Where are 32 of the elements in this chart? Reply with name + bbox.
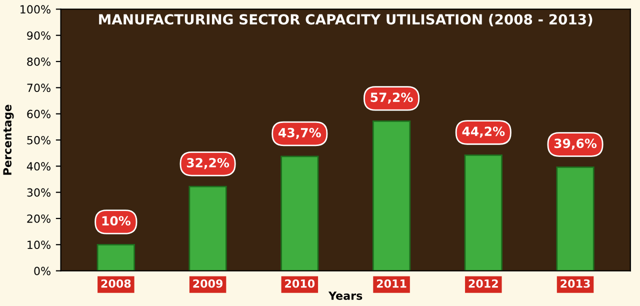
x-tick-label: 2008 bbox=[101, 279, 131, 288]
x-tick-label: 2009 bbox=[193, 279, 223, 288]
x-tick-label: 2011 bbox=[376, 279, 406, 288]
x-tick-label: 2012 bbox=[468, 279, 498, 288]
bar bbox=[188, 186, 227, 271]
y-tick-label: 90% bbox=[27, 31, 50, 40]
y-tick-label: 10% bbox=[28, 240, 50, 250]
data-label: 43,7% bbox=[278, 128, 321, 139]
y-tick-label: 70% bbox=[27, 84, 50, 92]
y-tick-label: 40% bbox=[26, 162, 50, 171]
y-tick-label: 50% bbox=[27, 136, 50, 144]
chart-title: MANUFACTURING SECTOR CAPACITY UTILISATION (2008 - 2013) bbox=[99, 14, 592, 26]
data-label: 39,6% bbox=[554, 138, 597, 150]
bar bbox=[280, 156, 319, 271]
data-label: 32,2% bbox=[186, 158, 230, 170]
y-axis-title: Percentage bbox=[3, 104, 14, 175]
x-tick-label: 2010 bbox=[285, 279, 315, 288]
bar bbox=[464, 154, 502, 271]
data-label: 44,2% bbox=[462, 126, 505, 138]
y-tick-label: 30% bbox=[27, 188, 50, 197]
y-tick-label: 100% bbox=[20, 5, 50, 14]
data-label: 10% bbox=[102, 216, 130, 226]
bar bbox=[372, 120, 411, 271]
data-label: 57,2% bbox=[370, 92, 413, 104]
bar bbox=[96, 244, 135, 271]
bar bbox=[556, 166, 594, 271]
y-tick-label: 60% bbox=[27, 110, 50, 118]
y-tick-label: 80% bbox=[27, 57, 50, 66]
y-tick-label: 20% bbox=[27, 214, 50, 223]
x-tick-label: 2013 bbox=[560, 279, 590, 288]
x-axis-title: Years bbox=[328, 292, 362, 300]
y-tick-label: 0% bbox=[34, 266, 50, 276]
